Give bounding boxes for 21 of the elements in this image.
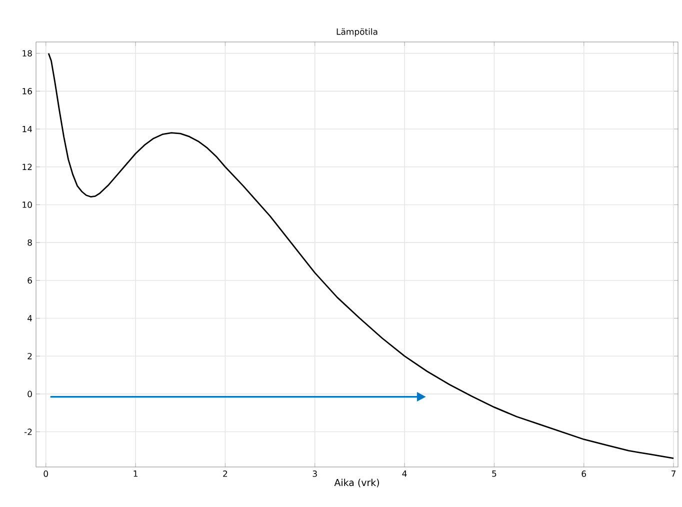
x-axis-title: Aika (vrk) — [334, 478, 379, 488]
x-tick-label: 1 — [134, 470, 138, 477]
y-tick-label: 12 — [22, 164, 32, 170]
y-tick-label: 16 — [22, 88, 32, 94]
x-tick-label: 2 — [223, 470, 228, 477]
y-tick-label: -2 — [24, 428, 32, 435]
y-tick-label: 6 — [28, 277, 32, 284]
x-tick-label: 7 — [672, 470, 676, 477]
y-tick-label: 4 — [28, 315, 32, 322]
x-tick-label: 0 — [44, 470, 48, 477]
x-tick-label: 6 — [582, 470, 586, 477]
x-tick-label: 3 — [312, 470, 317, 477]
y-tick-label: 10 — [22, 202, 32, 208]
x-tick-label: 4 — [402, 470, 407, 477]
chart-title: Lämpötila — [336, 28, 378, 36]
x-tick-label: 5 — [492, 470, 496, 477]
y-tick-label: 0 — [28, 390, 32, 398]
y-tick-label: 8 — [28, 239, 32, 246]
y-tick-label: 18 — [22, 50, 32, 57]
y-tick-label: 2 — [28, 352, 32, 360]
y-tick-label: 14 — [22, 126, 32, 132]
